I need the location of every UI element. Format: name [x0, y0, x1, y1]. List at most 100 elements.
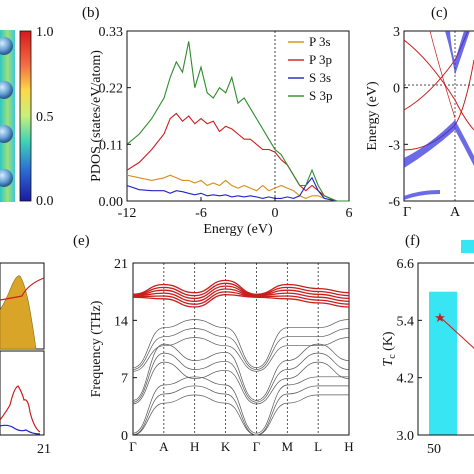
- y-tick-label: 4.2: [397, 372, 415, 387]
- phonon-branch-high: [132, 288, 350, 302]
- phonon-branch: [132, 361, 350, 405]
- y-ticks: 0 7 14 21: [114, 257, 137, 444]
- panel-label: (b): [82, 5, 100, 21]
- atom: [0, 37, 13, 55]
- tc-point-marker: ★: [434, 310, 446, 325]
- x-tick-label: K: [221, 439, 231, 454]
- x-ticks: -12 -6 0 6: [118, 197, 353, 221]
- y-axis-unit: (K): [381, 331, 396, 354]
- y-tick-label: 21: [114, 257, 128, 272]
- plot-frame: [403, 30, 474, 202]
- colorbar-tick: 0.0: [36, 194, 54, 209]
- panel-a: 1.0 0.5 0.0: [0, 25, 54, 209]
- x-tick-label: H: [190, 439, 199, 454]
- filled-area: [0, 275, 37, 350]
- phonon-branch-high: [132, 291, 350, 305]
- x-tick-label: 21: [37, 442, 51, 457]
- legend-label: S 3s: [309, 70, 331, 85]
- plot-frame: [417, 262, 474, 436]
- blue-curve: [0, 424, 41, 435]
- y-tick-label: 0.00: [99, 195, 124, 210]
- panel-label: (c): [431, 5, 448, 21]
- pdos-curves: [126, 41, 349, 202]
- colorbar-tick: 1.0: [36, 25, 54, 40]
- red-curve: [0, 277, 45, 301]
- panel-label: (f): [405, 233, 420, 249]
- x-tick-label: Γ: [129, 439, 137, 454]
- legend-label: P 3s: [309, 34, 331, 49]
- phonon-branch: [132, 319, 350, 369]
- pdos-series-line: [126, 176, 349, 202]
- y-tick-label: 3.0: [397, 429, 415, 444]
- tc-line: [439, 316, 474, 349]
- colorbar: [19, 30, 32, 202]
- plot-frame: [126, 30, 350, 202]
- y-axis-label: Frequency (THz): [89, 300, 104, 397]
- panel-e: (e) 0 7 14 21 Γ A H K Γ M L H Frequency (THz): [73, 233, 354, 454]
- band: [403, 30, 469, 111]
- colorbar-tick: 0.5: [36, 110, 54, 125]
- y-tick-label: 6.6: [397, 257, 415, 272]
- projected-weights: [404, 31, 474, 200]
- x-tick-label: H: [344, 439, 353, 454]
- x-tick-label: A: [159, 439, 169, 454]
- atom: [0, 125, 13, 143]
- x-tick-label: -6: [195, 206, 207, 221]
- phonon-branch-high: [132, 294, 350, 308]
- y-tick-label: 5.4: [397, 314, 415, 329]
- panel-f: (f) 6.6 5.4 4.2 3.0 50 ★ Tc (K): [381, 233, 474, 457]
- pdos-series-line: [126, 41, 349, 202]
- y-axis-symbol: T: [381, 358, 396, 367]
- pdos-series-line: [126, 174, 349, 202]
- y-ticks: 3 0 -3 -6: [388, 25, 408, 210]
- y-tick-label: 3: [393, 25, 400, 40]
- red-curve: [0, 385, 41, 433]
- panel-c: (c) 3 0 -3 -6 Γ A Energy (eV): [365, 5, 474, 220]
- legend-swatch: [461, 240, 474, 253]
- pdos-series-line: [126, 112, 349, 202]
- atom: [0, 81, 13, 99]
- high-symmetry-lines: [163, 263, 319, 435]
- panel-d: 21: [0, 262, 51, 457]
- x-tick-label: 6: [346, 206, 353, 221]
- x-tick-label: 0: [272, 206, 279, 221]
- phonon-branch: [132, 337, 350, 372]
- phonon-branch: [132, 385, 349, 436]
- legend: P 3s P 3p S 3s S 3p: [288, 34, 332, 103]
- x-tick-label: -12: [118, 206, 137, 221]
- x-tick-label: 50: [427, 442, 441, 457]
- x-tick-label: L: [314, 439, 322, 454]
- phonon-branches: [132, 279, 350, 436]
- legend-label: P 3p: [309, 52, 332, 67]
- charge-density-map: [0, 30, 15, 202]
- y-tick-label: 0.33: [99, 25, 124, 40]
- weight-band: [404, 190, 440, 200]
- y-ticks: 6.6 5.4 4.2 3.0: [397, 257, 422, 444]
- y-tick-label: 0.11: [99, 138, 123, 153]
- phonon-branch: [132, 328, 350, 370]
- panel-b: (b) 0.00 0.11 0.22 0.33 -12 -6 0 6 PDOS (state…: [82, 5, 353, 237]
- y-tick-label: 7: [121, 372, 128, 387]
- y-tick-label: 0.22: [99, 82, 124, 97]
- legend-label: S 3p: [309, 88, 332, 103]
- bar: [429, 291, 457, 435]
- x-tick-label: Γ: [403, 205, 411, 220]
- y-tick-label: 14: [114, 314, 128, 329]
- y-axis-label: Energy (eV): [365, 81, 380, 151]
- phonon-branch: [132, 394, 349, 436]
- atom: [0, 169, 13, 187]
- x-axis-label: Energy (eV): [203, 222, 273, 237]
- plot-frame-bottom: [0, 350, 45, 436]
- band: [403, 39, 474, 131]
- plot-frame: [132, 262, 350, 436]
- y-tick-label: -3: [388, 138, 400, 153]
- weight-band: [445, 31, 470, 75]
- y-ticks: 0.00 0.11 0.22 0.33: [99, 25, 131, 210]
- x-tick-label: M: [282, 439, 294, 454]
- y-axis-label: Tc (K): [381, 331, 398, 367]
- panel-label: (e): [73, 233, 90, 249]
- phonon-branch-high: [132, 285, 350, 300]
- y-tick-label: 0: [121, 429, 128, 444]
